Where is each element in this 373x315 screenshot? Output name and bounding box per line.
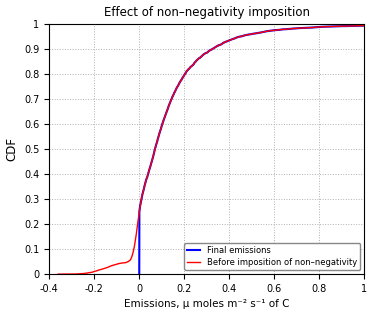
Final emissions [143, 182, 147, 186]
Before imposition of non–negativity [126, 260, 131, 263]
X-axis label: Emissions, μ moles m⁻² s⁻¹ of C: Emissions, μ moles m⁻² s⁻¹ of C [124, 300, 289, 309]
Before imposition of non–negativity [143, 182, 147, 186]
Y-axis label: CDF: CDF [6, 137, 19, 161]
Before imposition of non–negativity [174, 87, 179, 90]
Line: Before imposition of non–negativity: Before imposition of non–negativity [58, 24, 373, 274]
Before imposition of non–negativity [56, 272, 60, 276]
Final emissions [174, 87, 179, 90]
Line: Final emissions: Final emissions [139, 24, 373, 274]
Title: Effect of non–negativity imposition: Effect of non–negativity imposition [104, 6, 310, 19]
Final emissions [159, 124, 164, 128]
Final emissions [137, 272, 141, 276]
Legend: Final emissions, Before imposition of non–negativity: Final emissions, Before imposition of no… [184, 243, 360, 270]
Before imposition of non–negativity [182, 73, 186, 77]
Before imposition of non–negativity [163, 113, 167, 117]
Final emissions [182, 73, 186, 77]
Before imposition of non–negativity [159, 124, 164, 128]
Final emissions [137, 260, 141, 263]
Final emissions [163, 113, 167, 117]
